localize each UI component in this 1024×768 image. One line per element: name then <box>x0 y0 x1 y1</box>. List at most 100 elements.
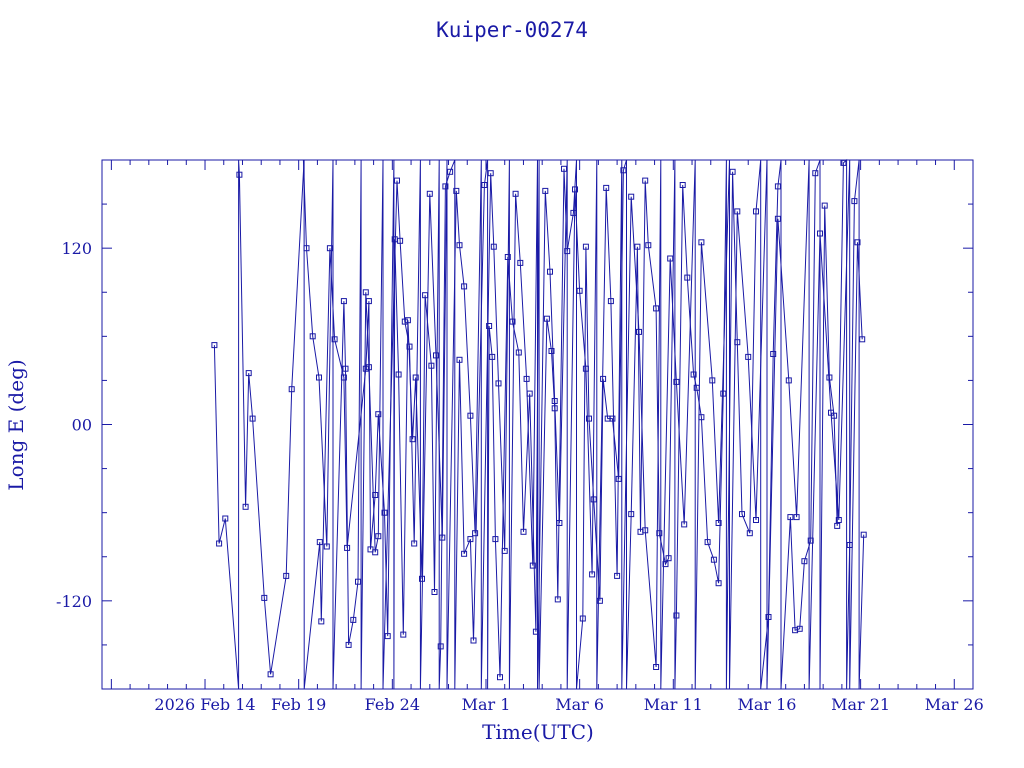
data-point-marker <box>323 543 330 550</box>
data-point-marker <box>467 536 474 543</box>
data-point-marker <box>375 411 382 418</box>
data-point-marker <box>774 215 781 222</box>
data-point-marker <box>698 239 705 246</box>
data-point-marker <box>704 539 711 546</box>
data-point-marker <box>409 436 416 443</box>
data-point-marker <box>411 540 418 547</box>
chart-title: Kuiper-00274 <box>436 18 588 42</box>
x-tick-label: Feb 19 <box>271 695 326 714</box>
data-point-marker <box>372 549 379 556</box>
data-point-marker <box>684 274 691 281</box>
data-point-marker <box>589 571 596 578</box>
data-point-marker <box>710 556 717 563</box>
data-point-marker <box>774 183 781 190</box>
y-tick-label: -120 <box>56 592 92 611</box>
data-point-marker <box>582 365 589 372</box>
data-point-marker <box>860 531 867 538</box>
x-tick-label: Mar 21 <box>831 695 890 714</box>
x-tick-label: Mar 1 <box>462 695 511 714</box>
data-point-marker <box>501 547 508 554</box>
y-tick-label: 00 <box>72 416 92 435</box>
data-point-marker <box>653 664 660 670</box>
data-point-marker <box>828 409 834 416</box>
data-point-marker <box>309 333 316 340</box>
data-point-marker <box>517 259 524 266</box>
data-point-marker <box>720 390 727 397</box>
data-point-marker <box>636 328 642 335</box>
data-point-marker <box>426 190 433 197</box>
x-tick-label: Mar 11 <box>644 695 703 714</box>
data-point-marker <box>543 315 550 322</box>
x-tick-label: Mar 16 <box>737 695 796 714</box>
data-point-marker <box>734 208 741 215</box>
data-point-marker <box>634 243 641 250</box>
y-tick-label: 120 <box>61 239 92 258</box>
data-point-marker <box>492 536 499 543</box>
data-point-marker <box>216 540 223 547</box>
data-point-marker <box>614 572 621 579</box>
data-point-marker <box>401 318 408 325</box>
x-tick-label: Feb 24 <box>365 695 420 714</box>
data-point-marker <box>770 351 777 357</box>
data-point-marker <box>249 415 256 422</box>
data-point-marker <box>326 245 333 252</box>
data-point-marker <box>547 268 553 275</box>
data-point-marker <box>345 641 352 648</box>
x-tick-label: Mar 6 <box>555 695 604 714</box>
data-point-marker <box>442 183 449 190</box>
data-point-marker <box>342 365 349 372</box>
series-line <box>302 159 863 690</box>
series-line <box>213 158 865 690</box>
data-point-marker <box>497 674 503 681</box>
data-point-marker <box>397 237 404 244</box>
data-point-marker <box>453 187 460 194</box>
data-point-marker <box>753 517 759 523</box>
data-point-marker <box>529 562 536 569</box>
data-point-marker <box>642 177 649 184</box>
data-point-marker <box>667 255 674 262</box>
data-point-marker <box>729 168 736 175</box>
data-point-marker <box>620 167 627 174</box>
data-point-marker <box>384 633 391 640</box>
data-point-marker <box>859 336 866 343</box>
data-point-marker <box>690 371 697 378</box>
data-point-marker <box>746 530 753 537</box>
data-point-marker <box>812 170 819 177</box>
data-point-marker <box>211 342 218 349</box>
data-point-marker <box>395 371 402 378</box>
data-point-marker <box>551 398 558 404</box>
data-point-marker <box>467 412 474 419</box>
data-point-marker <box>242 503 249 510</box>
data-point-marker <box>548 348 555 354</box>
data-point-marker <box>461 550 468 557</box>
data-point-marker <box>753 208 759 215</box>
data-point-marker <box>603 184 610 191</box>
data-point-marker <box>487 170 494 177</box>
data-point-marker <box>433 352 439 359</box>
data-point-marker <box>355 578 361 585</box>
data-point-marker <box>428 362 435 369</box>
data-point-marker <box>456 242 463 249</box>
data-point-marker <box>288 386 295 393</box>
data-point-marker <box>523 375 530 382</box>
data-point-marker <box>681 521 688 528</box>
data-point-marker <box>821 202 828 209</box>
data-point-marker <box>245 370 252 377</box>
data-point-marker <box>512 190 519 197</box>
data-point-marker <box>406 343 413 350</box>
data-point-marker <box>283 572 290 579</box>
data-point-marker <box>834 522 841 529</box>
data-point-marker <box>222 515 229 522</box>
data-point-marker <box>656 530 663 537</box>
data-point-marker <box>236 171 243 178</box>
data-point-marker <box>628 511 635 518</box>
data-point-marker <box>381 509 388 516</box>
data-point-marker <box>653 305 660 312</box>
data-point-marker <box>372 492 379 498</box>
data-point-marker <box>709 377 716 384</box>
data-point-marker <box>642 527 649 534</box>
data-point-marker <box>542 187 549 194</box>
data-point-marker <box>835 517 842 523</box>
data-point-marker <box>801 558 808 565</box>
data-point-marker <box>596 597 603 604</box>
